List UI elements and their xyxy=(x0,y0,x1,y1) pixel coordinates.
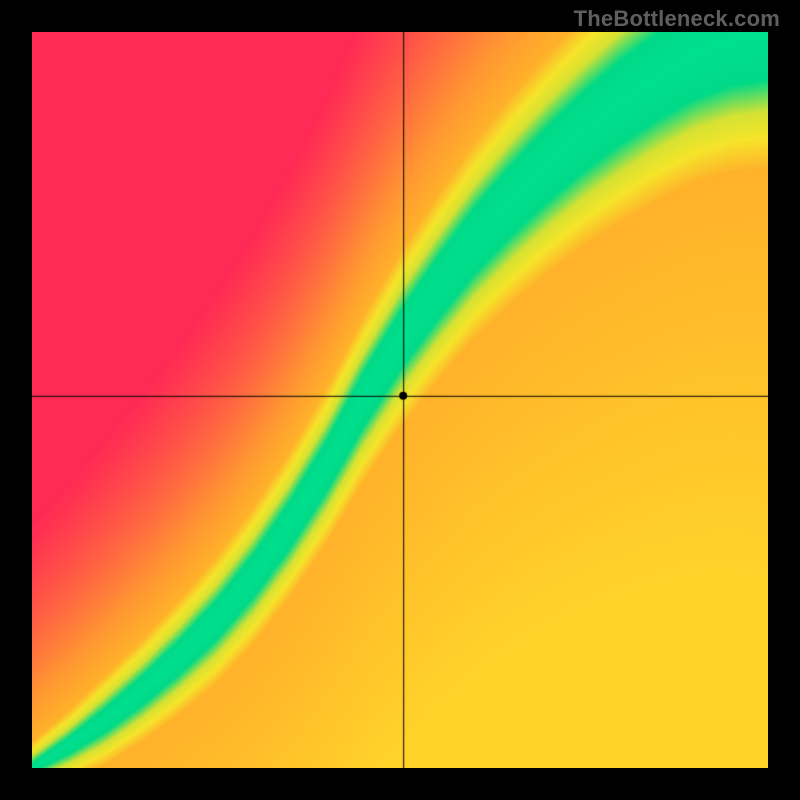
bottleneck-heatmap xyxy=(32,32,768,768)
watermark-text: TheBottleneck.com xyxy=(574,6,780,32)
chart-frame: TheBottleneck.com xyxy=(0,0,800,800)
plot-area xyxy=(32,32,768,768)
